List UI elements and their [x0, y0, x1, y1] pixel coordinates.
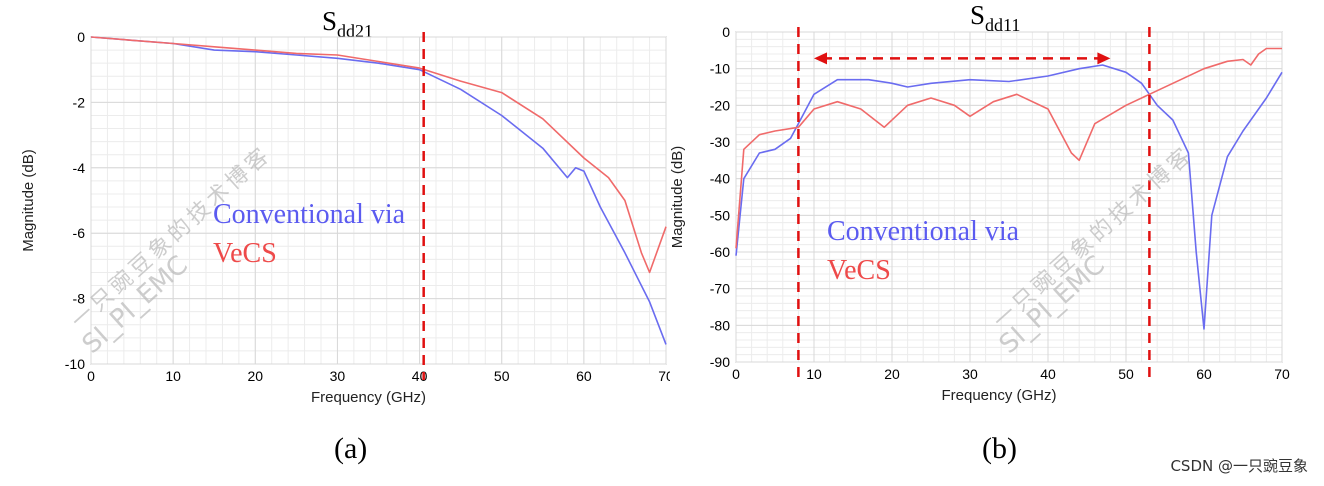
x-tick-label: 30 — [330, 368, 346, 384]
y-tick-label: -10 — [65, 356, 85, 372]
x-tick-label: 50 — [494, 368, 510, 384]
legend-vecs-a: VeCS — [213, 238, 277, 269]
legend-conventional-b: Conventional via — [827, 216, 1020, 247]
x-tick-label: 60 — [576, 368, 592, 384]
y-tick-label: -20 — [710, 97, 730, 113]
x-tick-label: 0 — [87, 368, 95, 384]
x-tick-label: 10 — [165, 368, 181, 384]
arrowhead-right — [1097, 52, 1111, 65]
x-axis-title: Frequency (GHz) — [941, 387, 1056, 404]
chart-title-b: Sdd11 — [970, 0, 1020, 35]
arrowhead-left — [814, 52, 827, 65]
y-tick-label: 0 — [722, 24, 730, 40]
y-tick-label: 0 — [77, 29, 85, 45]
x-tick-label: 70 — [658, 368, 670, 384]
chart-a: 0 10 20 30 40 50 60 70 0 -2 -4 -6 -8 -10 Frequency (GH… — [20, 29, 670, 406]
x-tick-label: 60 — [1196, 366, 1212, 382]
legend-vecs-b: VeCS — [827, 255, 891, 286]
x-tick-label: 10 — [806, 366, 822, 382]
panel-b: Sdd11 0 10 20 30 40 50 60 70 0 -10 -20 -30 -40 -50 -60… — [662, 0, 1324, 486]
y-tick-label: -50 — [710, 207, 730, 223]
x-tick-label: 0 — [732, 366, 740, 382]
y-tick-label: -40 — [710, 171, 730, 187]
y-tick-label: -90 — [710, 354, 730, 370]
chart-title-a: Sdd21 — [322, 6, 373, 41]
csdn-credit: CSDN @一只豌豆象 — [1170, 457, 1308, 475]
x-tick-label: 20 — [247, 368, 263, 384]
panel-label-a: (a) — [334, 432, 368, 465]
y-tick-label: -6 — [73, 225, 86, 241]
series-vecs-line — [90, 36, 667, 274]
y-tick-label: -70 — [710, 281, 730, 297]
title-sub: dd11 — [985, 15, 1021, 35]
x-tick-label: 40 — [412, 368, 428, 384]
x-tick-label: 70 — [1274, 366, 1290, 382]
y-axis-title: Magnitude (dB) — [20, 149, 37, 252]
title-main: S — [322, 6, 338, 36]
title-main: S — [970, 0, 986, 30]
x-tick-label: 50 — [1118, 366, 1134, 382]
legend-conventional-a: Conventional via — [213, 199, 406, 230]
plot-area — [90, 36, 667, 365]
y-tick-label: -30 — [710, 134, 730, 150]
series-conventional-line — [90, 36, 667, 345]
y-tick-label: -60 — [710, 244, 730, 260]
panel-label-b: (b) — [982, 432, 1017, 465]
y-tick-label: -80 — [710, 317, 730, 333]
y-tick-label: -10 — [710, 61, 730, 77]
title-sub: dd21 — [337, 21, 374, 41]
chart-b: 0 10 20 30 40 50 60 70 0 -10 -20 -30 -40 -50 -60 -70 -80… — [669, 24, 1290, 404]
y-tick-label: -4 — [73, 160, 86, 176]
y-tick-label: -2 — [73, 94, 86, 110]
x-tick-label: 20 — [884, 366, 900, 382]
x-axis-title: Frequency (GHz) — [311, 389, 426, 406]
series-vecs-line — [735, 47, 1282, 249]
y-tick-label: -8 — [73, 291, 86, 307]
panel-a: Sdd21 0 10 20 30 40 50 60 70 0 -2 -4 -6 -8 -10 Frequen… — [20, 6, 670, 465]
x-tick-label: 30 — [962, 366, 978, 382]
y-axis-title: Magnitude (dB) — [669, 146, 686, 249]
x-tick-label: 40 — [1040, 366, 1056, 382]
series-conventional-line — [735, 64, 1283, 330]
